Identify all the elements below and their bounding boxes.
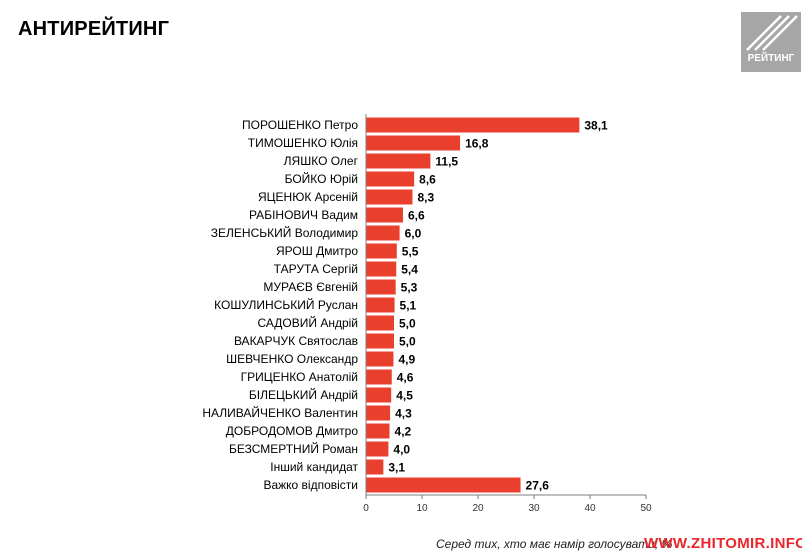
category-label: КОШУЛИНСЬКИЙ Руслан [214,297,358,312]
bar [366,243,397,259]
category-label: ТАРУТА Сергій [274,262,358,276]
bar [366,405,391,421]
category-label: БЕЗСМЕРТНИЙ Роман [229,441,358,456]
bar [366,423,390,439]
category-label: ВАКАРЧУК Святослав [234,334,358,348]
category-label: РАБІНОВИЧ Вадим [249,208,358,222]
value-label: 5,5 [402,245,419,259]
bar [366,171,415,187]
rating-logo: РЕЙТИНГ [741,12,801,72]
value-label: 4,9 [398,353,415,367]
bar [366,117,580,133]
value-label: 4,3 [395,407,412,421]
value-label: 8,3 [417,191,434,205]
page-title: АНТИРЕЙТИНГ [18,18,170,40]
category-label: САДОВИЙ Андрій [257,315,358,330]
category-label: ЗЕЛЕНСЬКИЙ Володимир [211,225,359,240]
value-label: 5,3 [401,281,418,295]
logo-lines-icon [746,15,798,51]
category-label: ПОРОШЕНКО Петро [242,118,358,132]
x-tick-label: 40 [584,503,596,514]
site-watermark: WWW.ZHITOMIR.INFO [644,535,802,552]
bar [366,369,392,385]
category-label: НАЛИВАЙЧЕНКО Валентин [202,405,358,420]
value-label: 5,1 [400,299,417,313]
bar [366,261,397,277]
x-tick-label: 30 [528,503,540,514]
value-label: 5,0 [399,317,416,331]
category-label: БІЛЕЦЬКИЙ Андрій [249,387,358,402]
value-label: 11,5 [435,155,458,169]
category-label: БОЙКО Юрій [285,171,358,186]
value-label: 38,1 [584,119,608,133]
x-tick-label: 10 [416,503,428,514]
value-label: 3,1 [388,461,405,475]
bar [366,279,396,295]
value-label: 4,2 [395,425,412,439]
value-label: 5,0 [399,335,416,349]
category-label: Важко відповісти [263,478,358,492]
value-label: 16,8 [465,137,489,151]
x-tick-label: 50 [640,503,652,514]
category-label: ТИМОШЕНКО Юлія [248,136,358,150]
bar [366,459,384,475]
category-label: ГРИЦЕНКО Анатолій [241,370,358,384]
logo-text: РЕЙТИНГ [747,53,795,64]
bar [366,351,394,367]
x-tick-label: 0 [363,503,369,514]
bar [366,225,400,241]
bar [366,153,431,169]
bar [366,441,389,457]
category-label: ЯЦЕНЮК Арсеній [258,190,358,204]
category-label: ШЕВЧЕНКО Олександр [226,352,358,366]
value-label: 4,6 [397,371,414,385]
bar [366,477,521,493]
value-label: 8,6 [419,173,436,187]
value-label: 6,0 [405,227,422,241]
value-label: 6,6 [408,209,425,223]
value-label: 27,6 [526,479,550,493]
category-label: ДОБРОДОМОВ Дмитро [226,424,359,438]
category-label: ЛЯШКО Олег [284,154,359,168]
bar [366,333,394,349]
category-label: МУРАЄВ Євгеній [263,280,358,294]
bar [366,135,461,151]
category-label: Інший кандидат [270,460,358,474]
value-label: 5,4 [401,263,418,277]
bar [366,207,403,223]
value-label: 4,0 [393,443,410,457]
bar [366,189,413,205]
chart-footnote: Серед тих, хто має намір голосувати, % [436,537,673,551]
x-tick-label: 20 [472,503,484,514]
bar [366,315,394,331]
bar [366,387,392,403]
value-label: 4,5 [396,389,413,403]
bar [366,297,395,313]
category-label: ЯРОШ Дмитро [276,244,358,258]
